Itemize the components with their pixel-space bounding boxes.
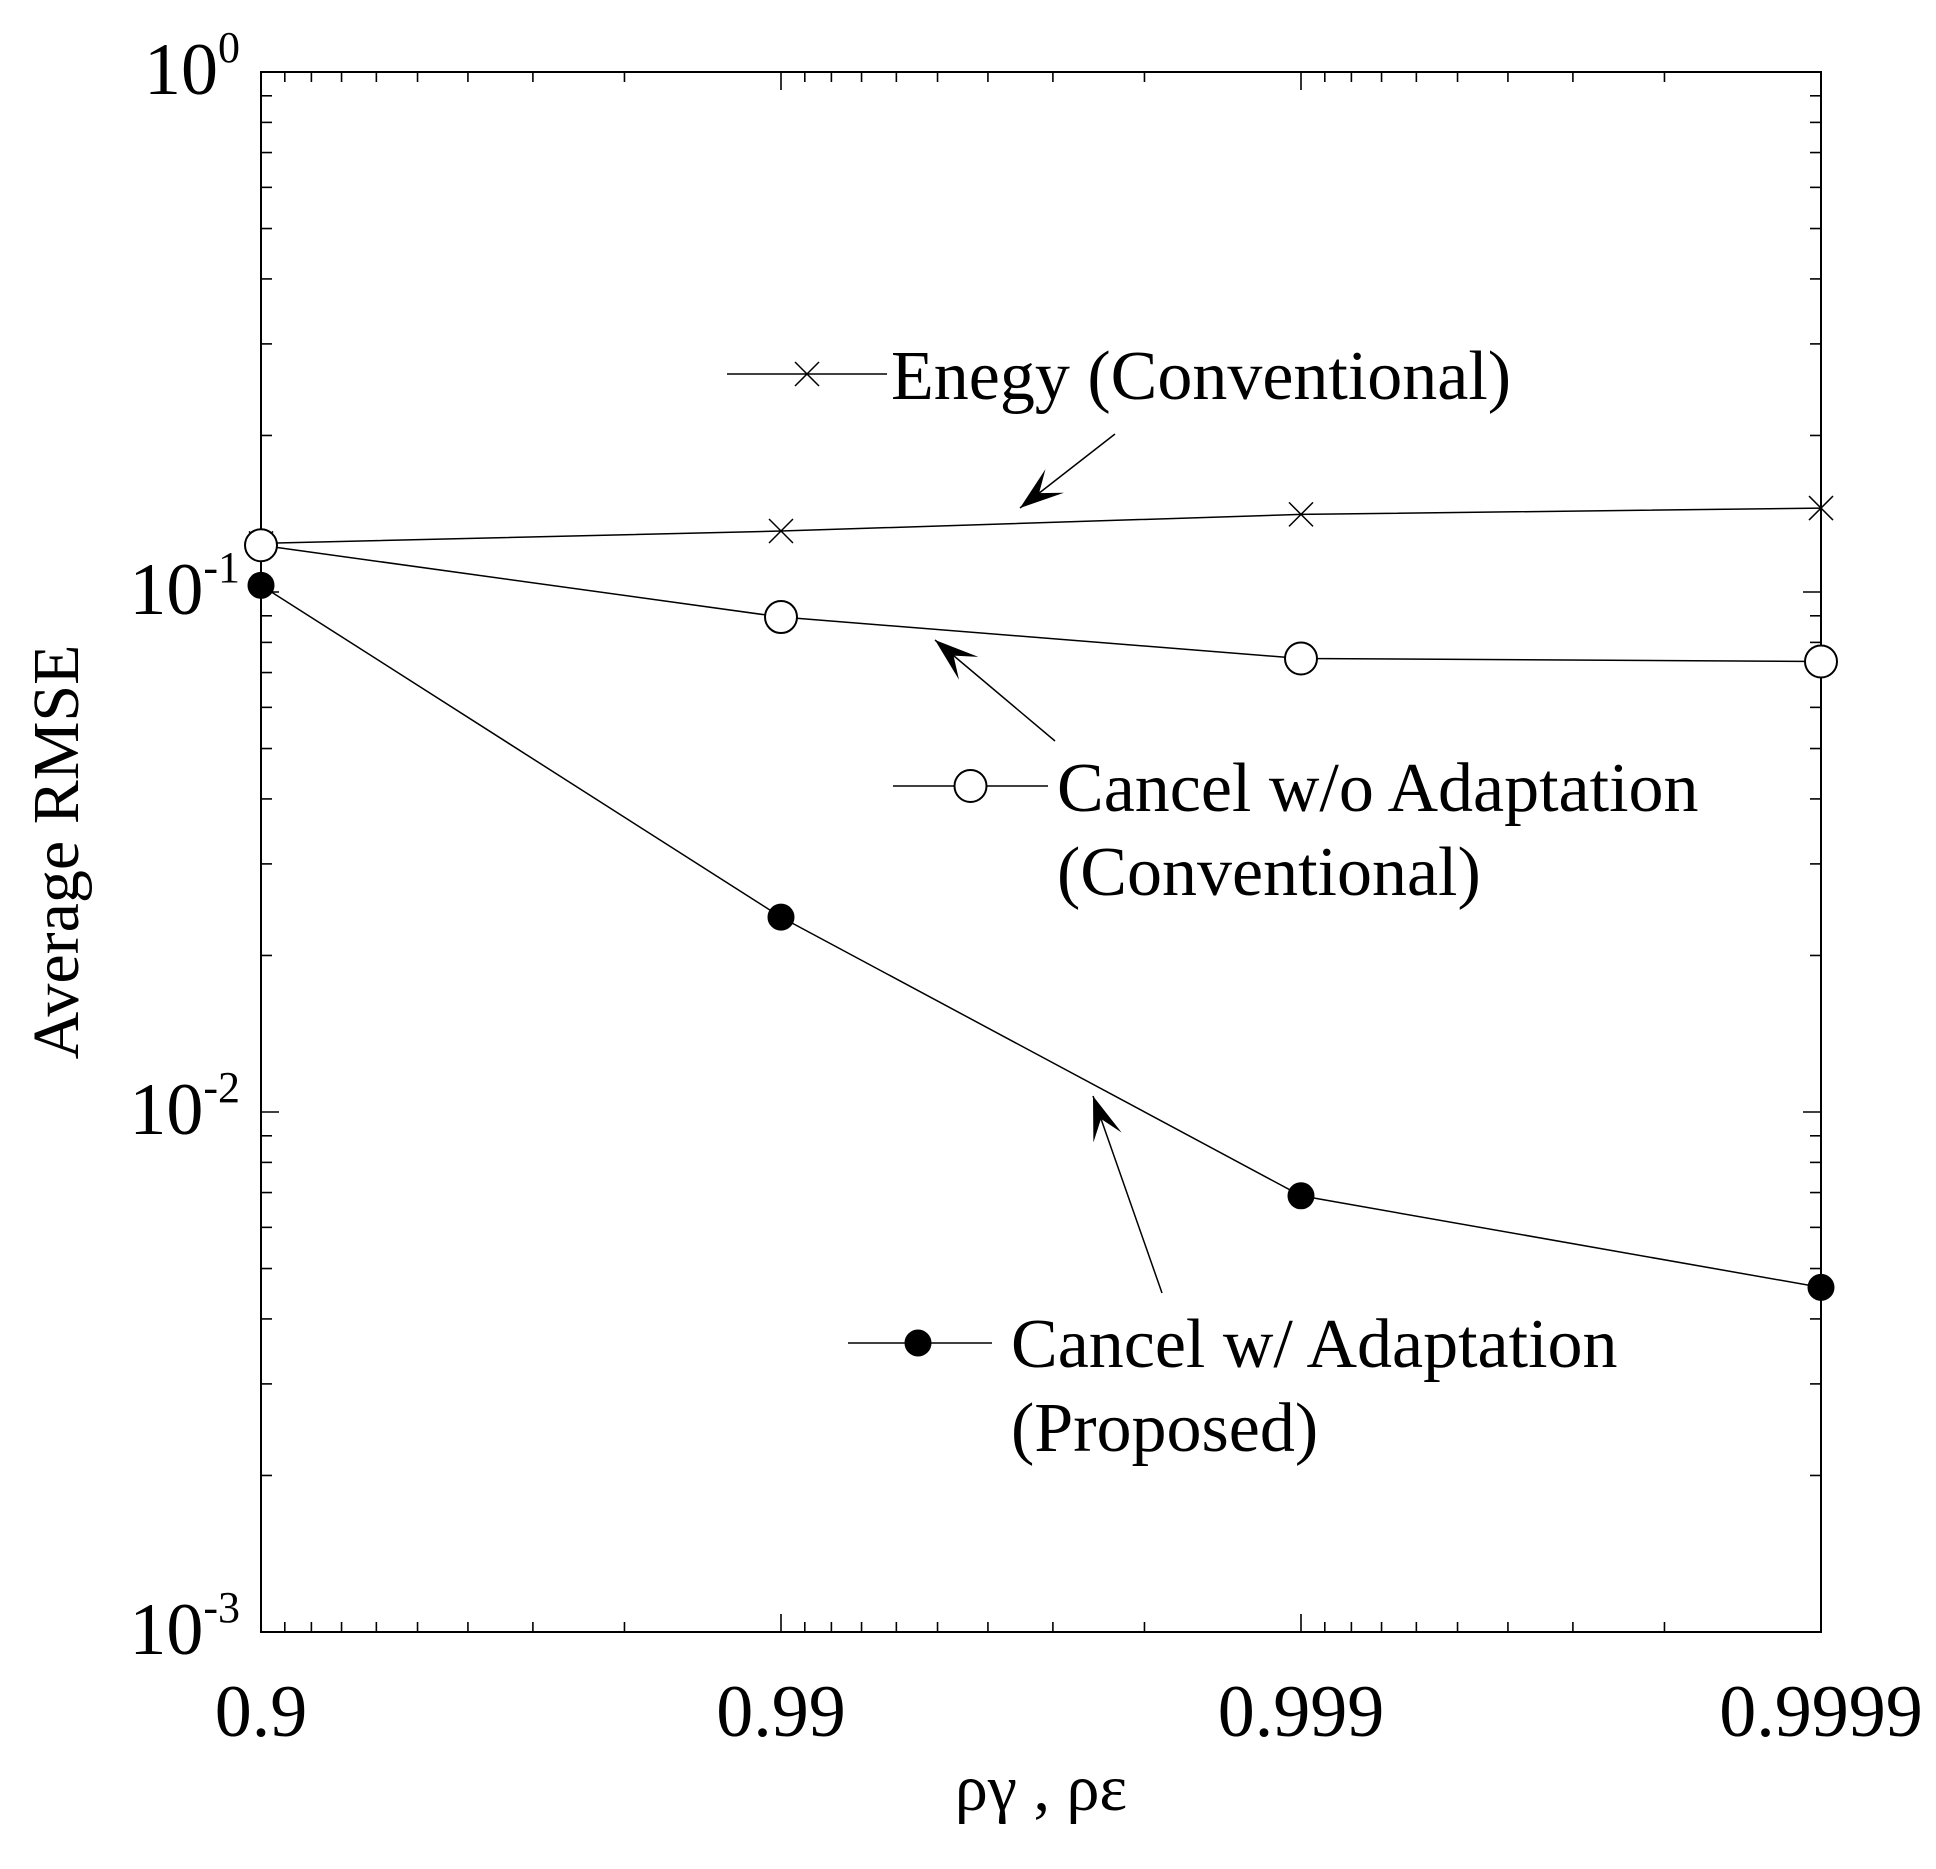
data-point-cancel_adapt	[1807, 1273, 1835, 1301]
marker-stroke	[1288, 501, 1314, 527]
legend-label: Cancel w/o Adaptation	[1057, 750, 1699, 827]
legend-entry-cancel_no_adapt: Cancel w/o Adaptation(Conventional)	[893, 639, 1699, 911]
x-tick-label: 0.9999	[1719, 1671, 1923, 1753]
series-cancel_adapt	[247, 571, 1835, 1301]
legend-label: Enegy (Conventional)	[891, 338, 1511, 415]
y-axis-label: Average RMSE	[20, 645, 93, 1060]
data-point-cancel_adapt	[767, 903, 795, 931]
x-tick-label: 0.99	[716, 1671, 846, 1753]
series-layer	[244, 495, 1838, 1301]
series-cancel_no_adapt	[244, 528, 1838, 679]
legend-entry-energy: Enegy (Conventional)	[727, 338, 1511, 509]
legend-label: (Proposed)	[1011, 1390, 1318, 1467]
data-point-cancel_adapt	[1287, 1182, 1315, 1210]
series-line-energy	[260, 507, 1822, 545]
arrow-head	[1020, 469, 1064, 508]
series-energy	[248, 495, 1834, 556]
x-tick-label: 0.999	[1218, 1671, 1385, 1753]
legend-marker	[904, 1329, 932, 1357]
data-point-cancel_no_adapt	[764, 600, 798, 635]
arrow-head	[1093, 1096, 1122, 1143]
data-point-cancel_adapt	[247, 571, 275, 599]
legend-marker	[953, 769, 988, 803]
data-point-energy	[1288, 501, 1314, 527]
series-line-cancel_no_adapt	[260, 544, 1822, 663]
data-point-energy	[1808, 495, 1834, 521]
legend-label: Cancel w/ Adaptation	[1011, 1306, 1618, 1383]
data-point-cancel_no_adapt	[1284, 641, 1318, 676]
leader-line	[1092, 1095, 1163, 1294]
tick-labels: 0.9 0.99 0.999 0.9999 100 10-1 10-2 10-3	[129, 23, 1922, 1753]
x-axis-label: ργ , ρε	[955, 1752, 1127, 1825]
arrow-head	[935, 640, 979, 680]
x-tick-label: 0.9	[215, 1671, 308, 1753]
y-tick-label: 100	[144, 23, 240, 111]
y-tick-label: 10-3	[129, 1583, 240, 1671]
plot-frame	[260, 71, 1822, 1633]
y-tick-label: 10-1	[129, 543, 240, 631]
data-point-cancel_no_adapt	[1804, 644, 1838, 679]
legend-marker	[794, 361, 820, 387]
marker-stroke	[794, 361, 820, 387]
legend: Enegy (Conventional) Cancel w/o Adaptatio…	[727, 338, 1699, 1467]
data-point-energy	[768, 518, 794, 544]
data-point-cancel_no_adapt	[244, 528, 278, 563]
y-tick-label: 10-2	[129, 1063, 240, 1151]
legend-label: (Conventional)	[1057, 834, 1481, 911]
marker-stroke	[768, 518, 794, 544]
marker-stroke	[1808, 495, 1834, 521]
legend-entry-cancel_adapt: Cancel w/ Adaptation(Proposed)	[848, 1095, 1618, 1467]
series-line-cancel_adapt	[260, 584, 1822, 1289]
leader-line	[934, 639, 1056, 742]
